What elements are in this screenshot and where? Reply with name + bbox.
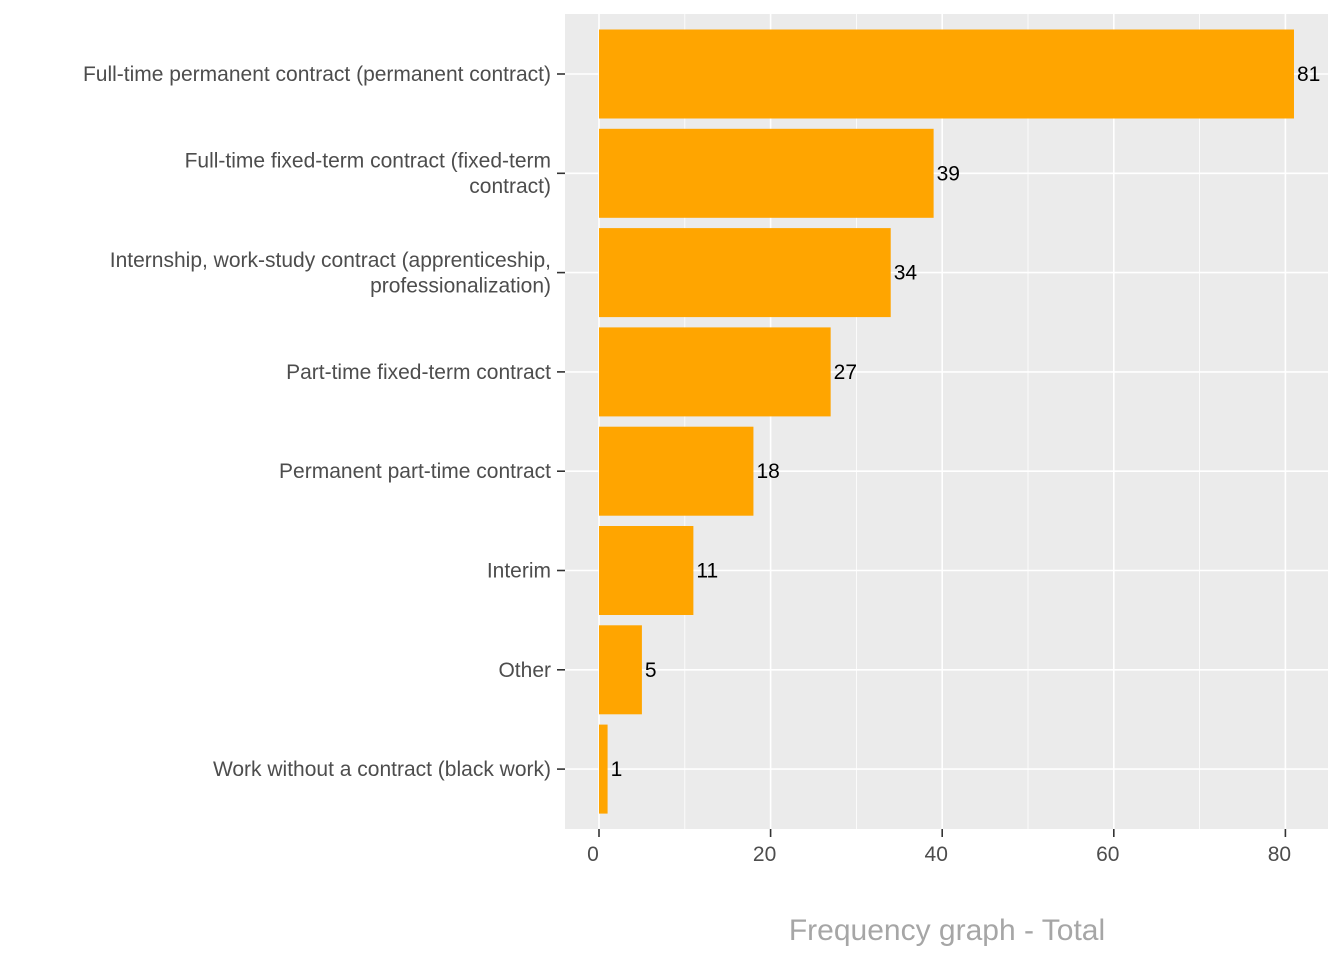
y-tick-label-line: Interim [487, 560, 551, 583]
data-label: 81 [1297, 63, 1320, 86]
data-label: 18 [756, 460, 779, 483]
data-label: 1 [611, 758, 623, 781]
y-tick-label-line: Permanent part-time contract [279, 460, 551, 483]
y-tick-label: Internship, work-study contract (apprent… [110, 249, 551, 298]
x-tick-label: 60 [1096, 843, 1119, 866]
y-tick-label: Full-time fixed-term contract (fixed-ter… [185, 150, 551, 199]
y-axis-labels: Full-time permanent contract (permanent … [83, 63, 565, 781]
x-tick-label: 40 [925, 843, 948, 866]
x-axis: 0 20 40 60 80 [587, 829, 1291, 866]
y-tick-label-line: Internship, work-study contract (apprent… [110, 249, 551, 272]
y-tick-label-line: Work without a contract (black work) [213, 758, 551, 781]
y-tick-label-line: professionalization) [370, 274, 551, 297]
bar [599, 526, 694, 615]
data-label: 11 [696, 560, 718, 583]
x-tick-label: 20 [753, 843, 776, 866]
x-tick-label: 0 [587, 843, 599, 866]
x-tick-label: 80 [1268, 843, 1291, 866]
y-tick-label: Part-time fixed-term contract [286, 361, 551, 384]
y-tick-label: Permanent part-time contract [279, 460, 551, 483]
bar [599, 625, 642, 715]
data-label: 39 [937, 162, 960, 185]
data-label: 27 [834, 361, 857, 384]
y-tick-label: Full-time permanent contract (permanent … [83, 63, 551, 86]
y-tick-label: Other [498, 659, 551, 682]
bars: 81 39 34 27 18 11 5 1 [599, 29, 1320, 814]
bar [599, 29, 1294, 119]
data-label: 5 [645, 659, 657, 682]
chart-title: Frequency graph - Total [789, 914, 1105, 947]
data-label: 34 [894, 262, 918, 285]
y-tick-label-line: Full-time permanent contract (permanent … [83, 63, 551, 86]
bar [599, 724, 608, 814]
bar [599, 128, 934, 218]
bar [599, 228, 891, 318]
bar [599, 426, 754, 516]
y-tick-label-line: Full-time fixed-term contract (fixed-ter… [185, 150, 551, 173]
y-tick-label-line: Other [498, 659, 551, 682]
bar [599, 327, 831, 417]
y-tick-label: Work without a contract (black work) [213, 758, 551, 781]
y-tick-label-line: Part-time fixed-term contract [286, 361, 551, 384]
y-tick-label: Interim [487, 560, 551, 583]
y-tick-label-line: contract) [469, 175, 551, 198]
